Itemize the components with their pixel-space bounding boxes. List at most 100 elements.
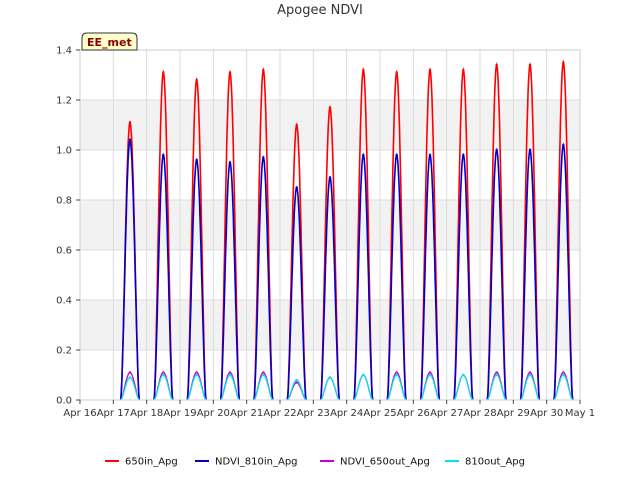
daily-peak-point — [228, 71, 232, 74]
y-tick-label: 0.0 — [56, 396, 72, 407]
daily-peak-point — [195, 158, 198, 162]
x-tick-label: Apr 20 — [197, 408, 230, 419]
daily-peak-point — [262, 371, 265, 374]
daily-peak-point — [128, 121, 132, 124]
daily-peak-point — [362, 373, 365, 377]
daily-peak-point — [228, 373, 232, 377]
plot-frame — [79, 49, 581, 401]
x-tick-label: Apr 30 — [530, 408, 563, 419]
daily-peak-point — [428, 371, 432, 374]
daily-peak-point — [128, 138, 132, 142]
daily-peak-point — [562, 373, 565, 377]
series-810out_Apg — [120, 373, 574, 401]
daily-peak-point — [195, 371, 198, 374]
daily-peak-point — [495, 148, 498, 152]
y-axis: 0.0 0.2 0.4 0.6 0.8 1.0 1.2 1.4 — [56, 46, 80, 407]
x-tick-label: Apr 16 — [63, 408, 96, 419]
daily-peak-point — [362, 153, 365, 157]
series-layer — [119, 59, 574, 401]
daily-peak-point — [195, 373, 198, 377]
daily-peak-point — [162, 71, 165, 74]
legend-label: NDVI_650out_Apg — [340, 457, 430, 468]
badge-label: EE_met — [87, 36, 132, 49]
daily-peak-point — [295, 378, 298, 382]
daily-peak-point — [295, 186, 298, 189]
daily-peak-point — [528, 371, 532, 374]
daily-peak-point — [295, 123, 298, 127]
x-tick-label: Apr 26 — [397, 408, 430, 419]
daily-peak-point — [262, 373, 265, 377]
daily-peak-point — [128, 371, 132, 374]
daily-peak-point — [328, 176, 332, 179]
daily-peak-point — [528, 148, 532, 152]
background-band — [80, 250, 580, 300]
daily-peak-point — [328, 376, 332, 379]
daily-peak-point — [528, 63, 532, 67]
y-tick-label: 0.2 — [56, 346, 72, 357]
daily-peak-point — [128, 376, 132, 379]
daily-peak-point — [262, 156, 265, 159]
legend-item: 810out_Apg — [445, 457, 525, 468]
daily-peak-point — [495, 63, 498, 67]
daily-peak-point — [162, 373, 165, 377]
station-badge: EE_met — [81, 32, 138, 51]
x-tick-label: Apr 24 — [330, 408, 363, 419]
x-tick-label: Apr 18 — [130, 408, 163, 419]
x-tick-label: Apr 19 — [163, 408, 196, 419]
background-band — [80, 150, 580, 200]
daily-peak-point — [428, 153, 432, 157]
daily-peak-point — [228, 371, 232, 374]
daily-peak-point — [362, 68, 365, 72]
daily-peak-point — [195, 78, 198, 82]
daily-peak-point — [395, 371, 398, 374]
x-tick-label: Apr 23 — [297, 408, 330, 419]
legend-label: 810out_Apg — [465, 457, 525, 468]
daily-peak-point — [462, 68, 465, 72]
legend-item: NDVI_650out_Apg — [320, 457, 430, 468]
x-tick-label: Apr 27 — [430, 408, 463, 419]
daily-peak-point — [562, 143, 565, 147]
daily-peak-point — [395, 373, 398, 377]
daily-peak-point — [562, 61, 565, 64]
legend-item: NDVI_810in_Apg — [195, 457, 298, 468]
x-tick-label: Apr 25 — [363, 408, 396, 419]
x-tick-label: Apr 29 — [497, 408, 530, 419]
daily-peak-point — [495, 371, 498, 374]
plot-background-bands — [80, 50, 580, 400]
daily-peak-point — [528, 373, 532, 377]
legend: 650in_Apg NDVI_810in_Apg NDVI_650out_Apg 81… — [105, 457, 525, 468]
daily-peak-point — [562, 371, 565, 374]
daily-peak-point — [162, 153, 165, 157]
y-tick-label: 1.2 — [56, 96, 72, 107]
x-tick-label: May 1 — [565, 408, 595, 419]
y-tick-label: 1.0 — [56, 146, 72, 157]
legend-label: NDVI_810in_Apg — [215, 457, 298, 468]
y-tick-label: 0.8 — [56, 196, 72, 207]
daily-peak-point — [428, 68, 432, 72]
legend-label: 650in_Apg — [125, 457, 178, 468]
daily-peak-point — [328, 106, 332, 109]
x-tick-label: Apr 17 — [97, 408, 130, 419]
chart-title: Apogee NDVI — [277, 3, 363, 18]
daily-peak-point — [228, 161, 232, 164]
daily-peak-point — [495, 373, 498, 377]
legend-item: 650in_Apg — [105, 457, 178, 468]
x-tick-label: Apr 28 — [463, 408, 496, 419]
x-tick-label: Apr 22 — [263, 408, 296, 419]
daily-peak-point — [428, 373, 432, 377]
y-tick-label: 1.4 — [56, 46, 72, 57]
background-band — [80, 200, 580, 250]
series-NDVI_810in_Apg — [119, 137, 574, 401]
daily-peak-point — [295, 381, 298, 384]
daily-peak-point — [262, 68, 265, 72]
daily-peak-point — [395, 153, 398, 157]
background-band — [80, 50, 580, 100]
daily-peak-point — [462, 373, 465, 377]
x-axis: Apr 16 Apr 17 Apr 18 Apr 19 Apr 20 Apr 21 Apr … — [63, 400, 595, 419]
daily-peak-point — [395, 71, 398, 74]
background-band — [80, 300, 580, 350]
y-tick-label: 0.6 — [56, 246, 72, 257]
y-tick-label: 0.4 — [56, 296, 72, 307]
daily-peak-point — [162, 371, 165, 374]
